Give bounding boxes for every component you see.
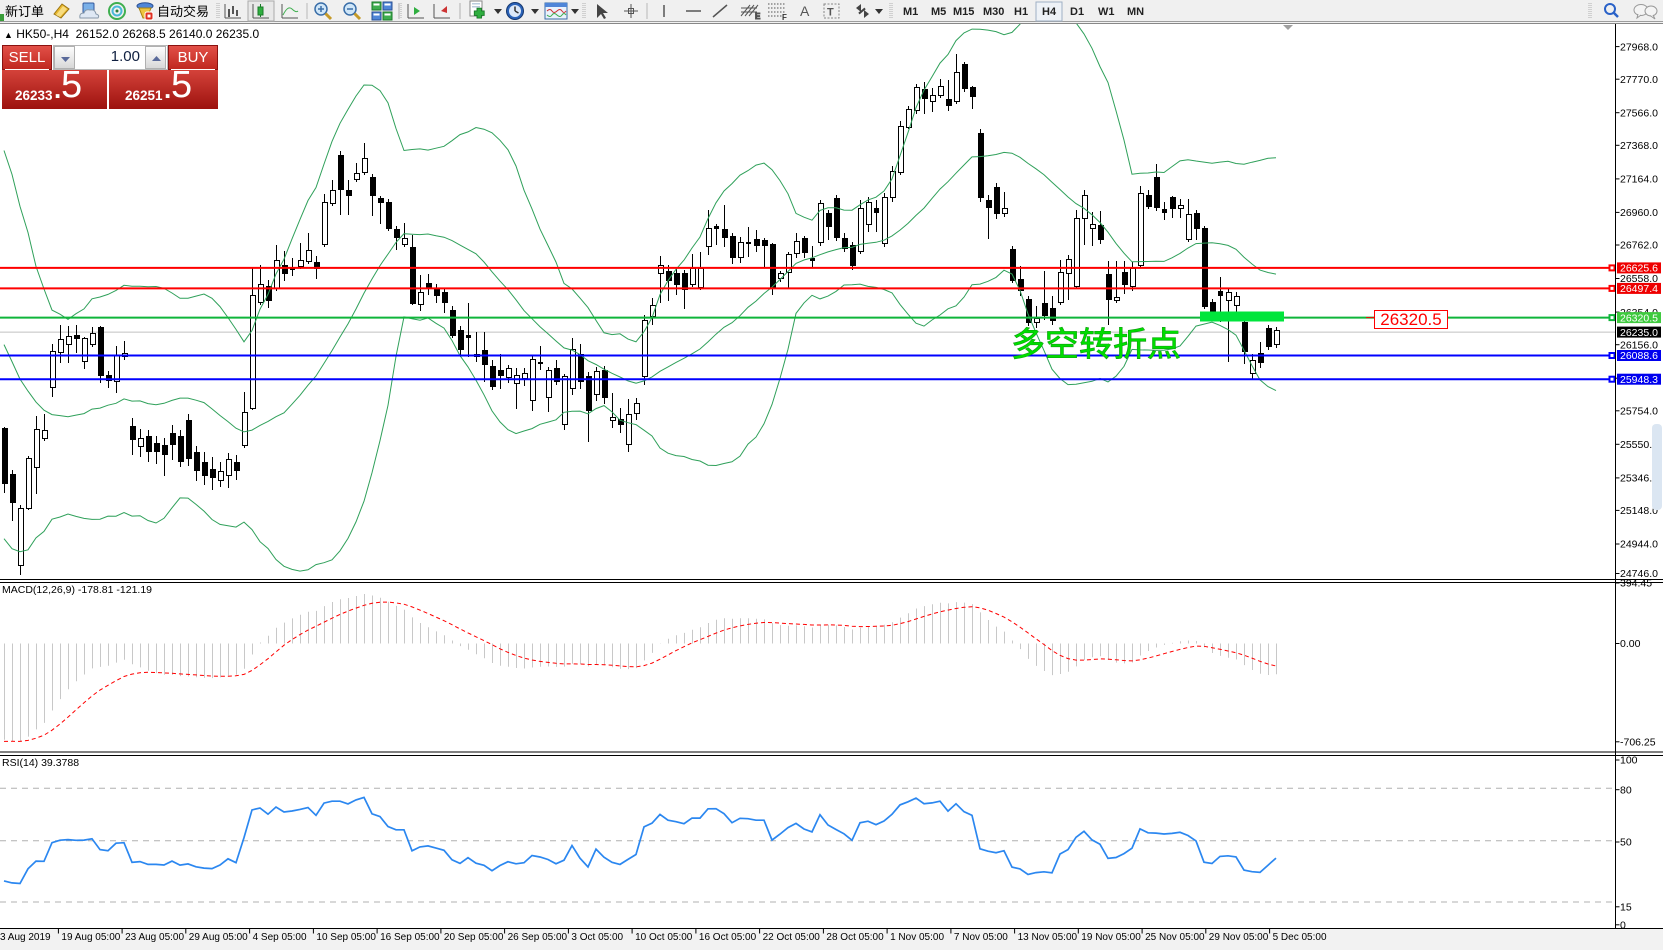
svg-text:80: 80 — [1620, 784, 1632, 796]
svg-text:T: T — [827, 7, 834, 19]
svg-text:4 Sep 05:00: 4 Sep 05:00 — [253, 932, 307, 943]
svg-text:E: E — [755, 12, 761, 21]
svg-text:26 Sep 05:00: 26 Sep 05:00 — [508, 932, 568, 943]
svg-text:5 Dec 05:00: 5 Dec 05:00 — [1273, 932, 1327, 943]
svg-text:100: 100 — [1620, 755, 1638, 767]
svg-text:19 Nov 05:00: 19 Nov 05:00 — [1081, 932, 1141, 943]
svg-text:M30: M30 — [983, 6, 1004, 18]
svg-text:15: 15 — [1620, 902, 1632, 914]
svg-text:0: 0 — [1620, 920, 1626, 932]
svg-text:24746.0: 24746.0 — [1620, 568, 1658, 580]
svg-text:-706.25: -706.25 — [1620, 737, 1656, 749]
svg-text:16 Sep 05:00: 16 Sep 05:00 — [380, 932, 440, 943]
svg-text:25948.3: 25948.3 — [1620, 374, 1658, 386]
svg-text:27770.0: 27770.0 — [1620, 74, 1658, 86]
svg-text:26156.0: 26156.0 — [1620, 339, 1658, 351]
svg-text:3 Oct 05:00: 3 Oct 05:00 — [571, 932, 623, 943]
svg-text:50: 50 — [1620, 837, 1632, 849]
svg-text:25148.0: 25148.0 — [1620, 505, 1658, 517]
svg-text:10 Oct 05:00: 10 Oct 05:00 — [635, 932, 693, 943]
svg-text:W1: W1 — [1098, 6, 1115, 18]
svg-text:27164.0: 27164.0 — [1620, 174, 1658, 186]
svg-text:27368.0: 27368.0 — [1620, 140, 1658, 152]
svg-text:27968.0: 27968.0 — [1620, 41, 1658, 53]
svg-text:1 Nov 05:00: 1 Nov 05:00 — [890, 932, 944, 943]
svg-text:26625.6: 26625.6 — [1620, 263, 1658, 275]
svg-text:26320.5: 26320.5 — [1380, 310, 1441, 329]
svg-text:25754.0: 25754.0 — [1620, 406, 1658, 418]
svg-text:24944.0: 24944.0 — [1620, 539, 1658, 551]
svg-text:26088.6: 26088.6 — [1620, 350, 1658, 362]
svg-text:23 Aug 05:00: 23 Aug 05:00 — [125, 932, 184, 943]
svg-text:16 Oct 05:00: 16 Oct 05:00 — [699, 932, 757, 943]
svg-text:26320.5: 26320.5 — [1620, 312, 1658, 324]
svg-text:H4: H4 — [1042, 6, 1057, 18]
svg-text:M15: M15 — [953, 6, 974, 18]
svg-text:25346.0: 25346.0 — [1620, 473, 1658, 485]
svg-text:25 Nov 05:00: 25 Nov 05:00 — [1145, 932, 1205, 943]
svg-text:M5: M5 — [931, 6, 946, 18]
svg-text:F: F — [782, 13, 787, 22]
svg-text:A: A — [800, 3, 810, 19]
svg-text:MN: MN — [1127, 6, 1144, 18]
svg-text:10 Sep 05:00: 10 Sep 05:00 — [316, 932, 376, 943]
svg-text:26235.0: 26235.0 — [1620, 327, 1658, 339]
svg-text:26762.0: 26762.0 — [1620, 240, 1658, 252]
svg-text:26558.0: 26558.0 — [1620, 273, 1658, 285]
svg-text:M1: M1 — [903, 6, 918, 18]
svg-text:28 Oct 05:00: 28 Oct 05:00 — [826, 932, 884, 943]
svg-text:3 Aug 2019: 3 Aug 2019 — [0, 932, 51, 943]
svg-text:RSI(14) 39.3788: RSI(14) 39.3788 — [2, 757, 79, 769]
svg-text:27566.0: 27566.0 — [1620, 107, 1658, 119]
svg-text:29 Aug 05:00: 29 Aug 05:00 — [189, 932, 248, 943]
svg-text:7 Nov 05:00: 7 Nov 05:00 — [954, 932, 1008, 943]
svg-text:25550.0: 25550.0 — [1620, 439, 1658, 451]
svg-text:MACD(12,26,9) -178.81 -121.19: MACD(12,26,9) -178.81 -121.19 — [2, 584, 152, 596]
svg-text:19 Aug 05:00: 19 Aug 05:00 — [61, 932, 120, 943]
svg-text:20 Sep 05:00: 20 Sep 05:00 — [444, 932, 504, 943]
svg-text:26497.4: 26497.4 — [1620, 283, 1658, 295]
svg-text:22 Oct 05:00: 22 Oct 05:00 — [763, 932, 821, 943]
svg-text:D1: D1 — [1070, 6, 1084, 18]
svg-text:H1: H1 — [1014, 6, 1028, 18]
svg-text:394.45: 394.45 — [1620, 578, 1652, 590]
svg-text:29 Nov 05:00: 29 Nov 05:00 — [1209, 932, 1269, 943]
svg-text:0.00: 0.00 — [1620, 638, 1641, 650]
svg-text:13 Nov 05:00: 13 Nov 05:00 — [1018, 932, 1078, 943]
svg-text:26960.0: 26960.0 — [1620, 207, 1658, 219]
